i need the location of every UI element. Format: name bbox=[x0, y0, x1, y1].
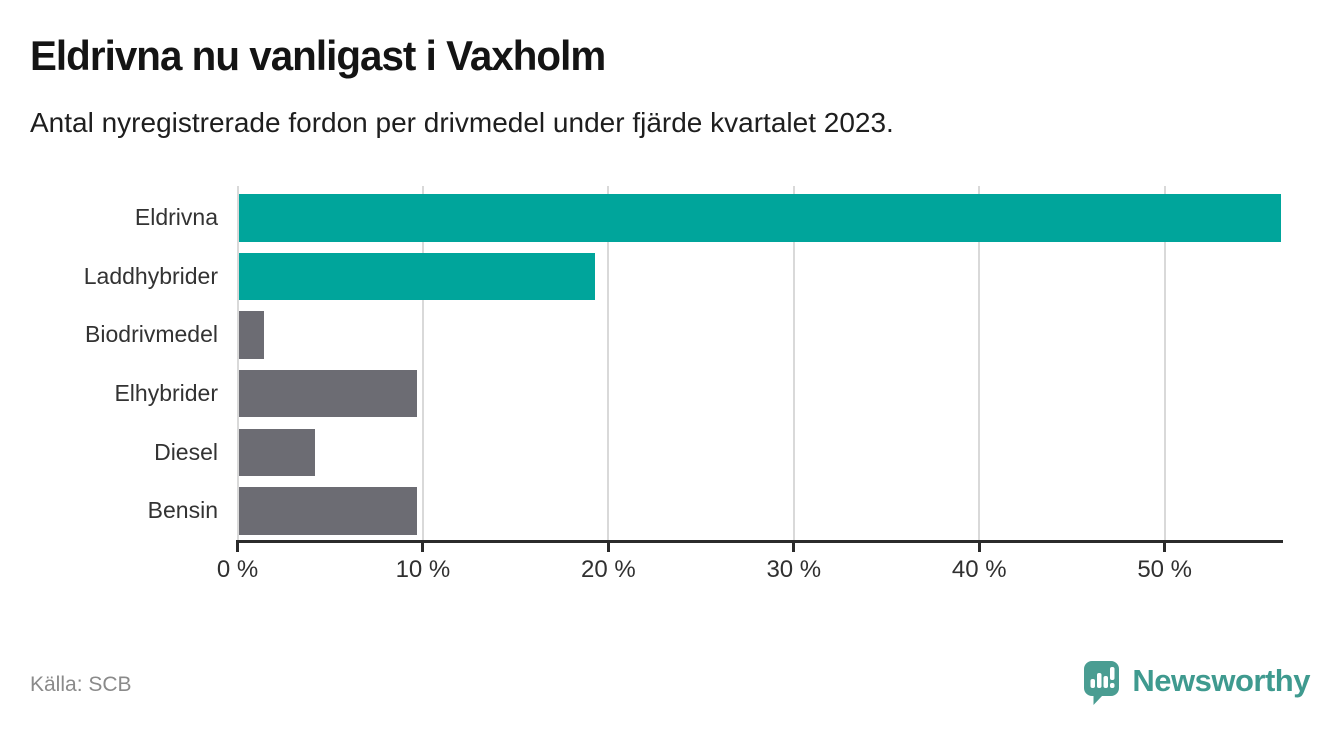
y-axis-label-biodrivmedel: Biodrivmedel bbox=[85, 321, 218, 348]
x-tick-30 bbox=[792, 543, 796, 552]
x-tick-label-20: 20 % bbox=[581, 555, 636, 583]
bar-elhybrider bbox=[238, 369, 417, 418]
gridline-20 bbox=[607, 186, 610, 542]
x-tick-label-10: 10 % bbox=[395, 555, 451, 583]
bar-diesel bbox=[238, 428, 315, 477]
bar-laddhybrider bbox=[238, 252, 595, 301]
y-axis-label-bensin: Bensin bbox=[147, 497, 218, 524]
bar-bensin bbox=[238, 487, 417, 535]
x-axis-line bbox=[236, 540, 1283, 543]
gridline-10 bbox=[421, 186, 424, 542]
newsworthy-logo-text: Newsworthy bbox=[1132, 663, 1310, 698]
y-axis-label-laddhybrider: Laddhybrider bbox=[83, 262, 218, 289]
x-tick-label-40: 40 % bbox=[951, 555, 1007, 583]
x-tick-label-50: 50 % bbox=[1137, 555, 1193, 583]
chart-subtitle: Antal nyregistrerade fordon per drivmede… bbox=[30, 107, 894, 138]
plot-area bbox=[236, 186, 1282, 542]
x-tick-20 bbox=[606, 543, 610, 552]
y-axis-label-diesel: Diesel bbox=[154, 438, 218, 465]
gridline-40 bbox=[978, 186, 981, 542]
gridline-30 bbox=[792, 186, 795, 542]
gridline-50 bbox=[1163, 186, 1166, 542]
y-axis-label-elhybrider: Elhybrider bbox=[114, 379, 218, 406]
bar-biodrivmedel bbox=[238, 311, 265, 359]
bar-eldrivna bbox=[238, 194, 1281, 242]
x-axis: 0 % 10 % 20 % 30 % 40 % 50 % bbox=[217, 542, 1282, 592]
x-tick-label-0: 0 % bbox=[216, 555, 259, 583]
x-tick-50 bbox=[1163, 543, 1167, 552]
source-note: Källa: SCB bbox=[30, 673, 132, 696]
x-tick-40 bbox=[977, 543, 981, 552]
chart-title: Eldrivna nu vanligast i Vaxholm bbox=[30, 32, 606, 79]
gridline-0 bbox=[236, 186, 239, 542]
x-tick-label-30: 30 % bbox=[766, 555, 822, 583]
newsworthy-logo[interactable]: Newsworthy bbox=[1084, 658, 1310, 705]
newsworthy-logo-icon bbox=[1084, 660, 1120, 705]
x-tick-10 bbox=[421, 543, 425, 552]
y-axis-label-eldrivna: Eldrivna bbox=[134, 204, 218, 230]
x-tick-0 bbox=[236, 543, 239, 552]
